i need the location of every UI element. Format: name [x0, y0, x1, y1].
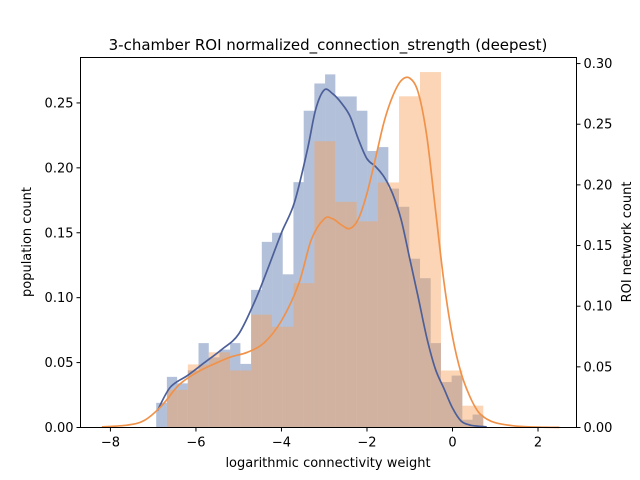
population-histogram: [156, 74, 484, 428]
population-histogram-bar: [251, 289, 262, 428]
roi-network-histogram: [166, 72, 484, 428]
population-histogram-bar: [156, 402, 167, 428]
right-y-tick-label: 0.15: [584, 239, 613, 254]
population-histogram-bar: [325, 74, 336, 428]
x-tick-label: 0: [448, 436, 456, 451]
left-y-tick-label: 0.20: [45, 161, 74, 176]
population-histogram-bar: [282, 274, 294, 428]
right-y-tick-label: 0.25: [584, 118, 613, 133]
roi-network-kde-line: [101, 76, 560, 429]
roi-network-histogram-bar: [420, 72, 441, 428]
roi-network-histogram-bar: [272, 326, 294, 428]
population-kde-line: [156, 88, 487, 428]
population-histogram-bar: [377, 147, 389, 428]
population-histogram-bar: [409, 258, 421, 428]
population-histogram-bar: [303, 110, 315, 428]
population-histogram-bar: [208, 357, 220, 428]
x-tick-label: −2: [357, 436, 376, 451]
left-y-axis-ticks: 0.00 0.05 0.10 0.15 0.20 0.25: [45, 96, 81, 436]
roi-network-histogram-bar: [335, 201, 357, 428]
roi-network-histogram-bar: [399, 96, 421, 428]
population-histogram-bar: [187, 370, 199, 428]
roi-network-histogram-bar: [356, 221, 378, 428]
population-histogram-bar: [293, 182, 304, 428]
population-histogram-bar: [430, 343, 441, 428]
roi-network-histogram-bar: [440, 370, 463, 428]
left-y-tick-label: 0.00: [45, 421, 74, 436]
population-histogram-bar: [440, 382, 452, 428]
roi-network-histogram-bar: [251, 314, 273, 428]
right-y-tick-label: 0.20: [584, 178, 613, 193]
population-histogram-bar: [367, 150, 378, 428]
x-tick-label: −8: [101, 436, 120, 451]
population-histogram-bar: [272, 232, 283, 428]
population-histogram-bar: [177, 383, 188, 428]
left-y-tick-label: 0.10: [45, 291, 74, 306]
x-tick-label: 2: [534, 436, 542, 451]
right-y-tick-label: 0.05: [584, 360, 613, 375]
population-histogram-bar: [388, 188, 400, 428]
plot-frame: [80, 57, 577, 428]
population-histogram-bar: [240, 363, 252, 428]
population-histogram-bar: [261, 241, 273, 428]
roi-network-histogram-bar: [293, 283, 315, 428]
roi-network-histogram-bar: [230, 370, 252, 428]
population-histogram-bar: [335, 96, 347, 428]
left-y-tick-label: 0.05: [45, 356, 74, 371]
roi-network-histogram-bar: [377, 182, 400, 428]
x-axis-ticks: −8 −6 −4 −2 0 2: [101, 427, 542, 451]
population-histogram-bar: [166, 376, 178, 428]
left-y-tick-label: 0.15: [45, 226, 74, 241]
population-histogram-bar: [230, 343, 241, 428]
left-y-axis-label: population count: [20, 187, 35, 297]
population-histogram-bar: [472, 414, 484, 428]
roi-network-histogram-bar: [314, 141, 336, 428]
right-y-tick-label: 0.10: [584, 300, 613, 315]
chart-title: 3-chamber ROI normalized_connection_stre…: [109, 36, 548, 55]
x-axis-label: logarithmic connectivity weight: [225, 456, 430, 471]
x-tick-label: −6: [186, 436, 205, 451]
population-histogram-bar: [399, 206, 410, 428]
right-y-axis-ticks: 0.00 0.05 0.10 0.15 0.20 0.25 0.30: [576, 57, 613, 436]
population-histogram-bar: [346, 96, 357, 428]
population-histogram-bar: [314, 83, 326, 428]
roi-network-histogram-bar: [187, 364, 209, 428]
right-y-axis-label: ROI network count: [620, 182, 635, 303]
population-histogram-bar: [420, 278, 431, 428]
population-histogram-bar: [198, 343, 209, 428]
population-histogram-bar: [356, 110, 368, 428]
roi-network-histogram-bar: [166, 389, 188, 428]
population-histogram-bar: [451, 375, 463, 428]
population-histogram-bar: [219, 349, 231, 428]
x-tick-label: −4: [272, 436, 291, 451]
right-y-tick-label: 0.30: [584, 57, 613, 72]
left-y-tick-label: 0.25: [45, 96, 74, 111]
roi-network-histogram-bar: [208, 352, 231, 428]
right-y-tick-label: 0.00: [584, 421, 613, 436]
